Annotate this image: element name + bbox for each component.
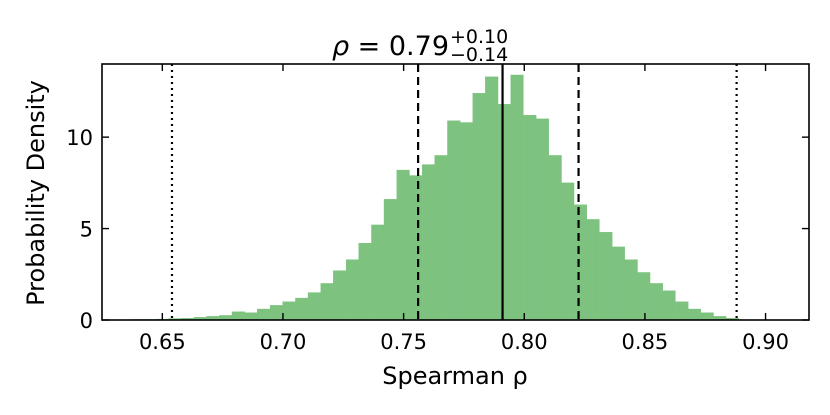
histogram-bar bbox=[675, 301, 689, 321]
histogram-bar bbox=[523, 114, 537, 321]
x-tick-label: 0.70 bbox=[260, 330, 307, 354]
chart-title: ρ = 0.79 bbox=[332, 31, 449, 62]
histogram-bar bbox=[269, 305, 283, 321]
histogram-bar bbox=[447, 120, 461, 321]
axis-ticks: 0.65 0.70 0.75 0.80 0.85 0.90 0 5 10 bbox=[66, 64, 809, 354]
histogram-bar bbox=[573, 204, 588, 321]
histogram-bars bbox=[130, 74, 740, 321]
histogram-bar bbox=[510, 74, 524, 321]
x-tick-label: 0.65 bbox=[139, 330, 186, 354]
x-tick-label: 0.80 bbox=[501, 330, 548, 354]
title-value: 0.79 bbox=[389, 31, 449, 62]
histogram-bar bbox=[459, 122, 473, 321]
histogram-bar bbox=[535, 118, 549, 321]
histogram-bar bbox=[257, 308, 271, 321]
histogram-bar bbox=[599, 232, 613, 321]
histogram-bar bbox=[662, 290, 676, 321]
histogram-bar bbox=[295, 297, 309, 321]
y-tick-label: 10 bbox=[66, 126, 93, 150]
histogram-bar bbox=[333, 270, 347, 321]
histogram-bar bbox=[358, 242, 372, 321]
histogram-bar bbox=[371, 224, 385, 321]
histogram-bar bbox=[548, 155, 562, 321]
histogram-bar bbox=[231, 311, 245, 321]
histogram-bar bbox=[320, 283, 334, 321]
x-axis-title: Spearman ρ bbox=[382, 362, 528, 390]
histogram-bar bbox=[282, 301, 296, 321]
y-tick-label: 5 bbox=[80, 218, 93, 242]
histogram-bar bbox=[383, 199, 397, 321]
histogram-bar bbox=[485, 76, 499, 321]
title-equals: = bbox=[349, 31, 389, 62]
histogram-bar bbox=[307, 292, 321, 321]
histogram-bar bbox=[434, 155, 448, 321]
title-lower-error: −0.14 bbox=[450, 44, 508, 66]
y-axis-title: Probability Density bbox=[22, 80, 50, 306]
histogram-bar bbox=[611, 246, 625, 321]
title-rho-symbol: ρ bbox=[332, 31, 349, 62]
histogram-bar bbox=[409, 175, 423, 321]
x-tick-label: 0.85 bbox=[622, 330, 669, 354]
histogram-bar bbox=[649, 283, 664, 321]
histogram-bar bbox=[561, 182, 575, 321]
histogram-bar bbox=[637, 272, 651, 321]
x-tick-label: 0.75 bbox=[380, 330, 427, 354]
histogram-bar bbox=[421, 164, 436, 321]
histogram-bar bbox=[345, 259, 360, 321]
y-tick-label: 0 bbox=[80, 309, 93, 333]
x-tick-label: 0.90 bbox=[742, 330, 789, 354]
histogram-bar bbox=[244, 312, 258, 321]
histogram-bar bbox=[687, 308, 701, 321]
histogram-bar bbox=[472, 93, 486, 321]
histogram-bar bbox=[586, 219, 600, 321]
histogram-bar bbox=[497, 104, 512, 321]
plot-frame bbox=[101, 63, 810, 321]
histogram-bar bbox=[396, 169, 410, 321]
histogram-bar bbox=[700, 312, 714, 321]
reference-lines bbox=[170, 64, 738, 320]
histogram-bar bbox=[624, 259, 638, 321]
title-upper-error: +0.10 bbox=[450, 26, 508, 48]
